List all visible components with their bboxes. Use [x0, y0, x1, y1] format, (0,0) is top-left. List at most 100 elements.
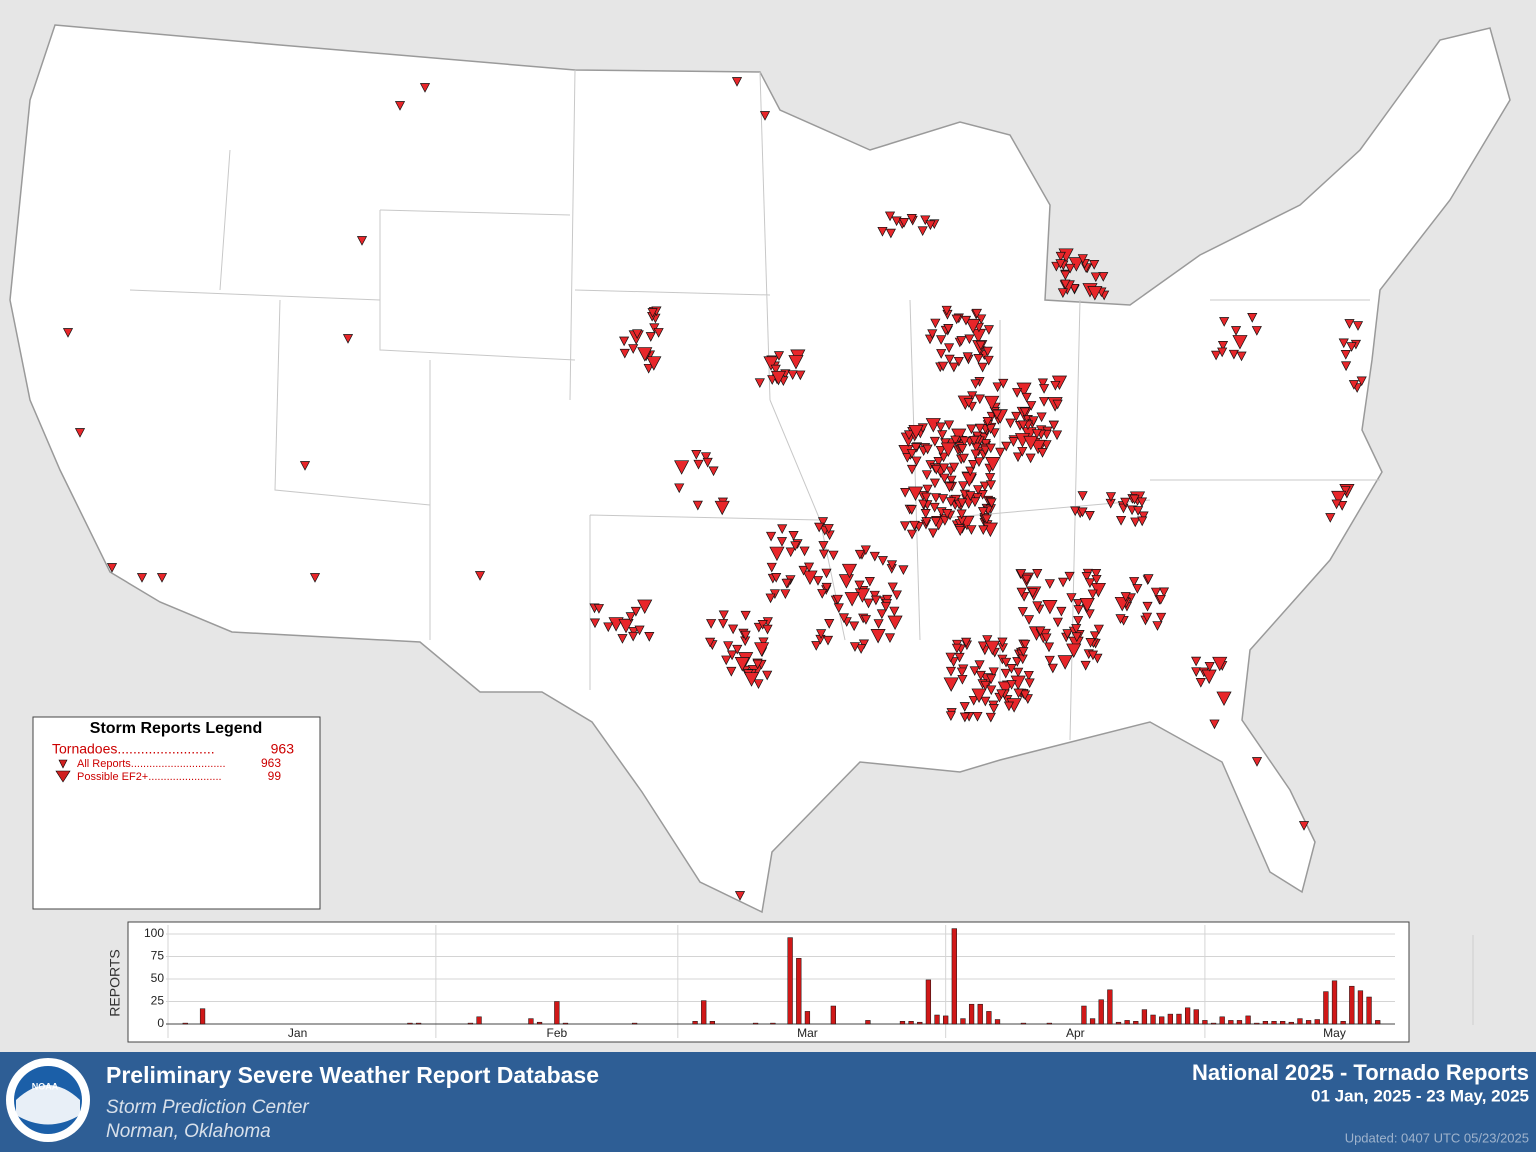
tornado-marker [1217, 347, 1228, 358]
tornado-marker [1150, 587, 1162, 598]
tornado-marker [970, 449, 981, 460]
tornado-marker [1043, 642, 1055, 653]
tornado-marker [1230, 326, 1242, 336]
bar [1176, 1013, 1182, 1025]
tornado-marker [589, 618, 601, 629]
tornado-marker [986, 674, 997, 685]
tornado-marker [944, 354, 955, 365]
tornado-marker [1042, 600, 1058, 615]
tornado-marker [863, 598, 874, 609]
tornado-marker [628, 344, 639, 354]
bar [562, 1022, 569, 1025]
tornado-marker [762, 670, 773, 681]
tornado-marker [753, 679, 764, 689]
tornado-marker [644, 632, 655, 642]
bar [1314, 1019, 1320, 1025]
tornado-marker [942, 509, 953, 519]
tornado-marker [1232, 335, 1248, 350]
tornado-marker [956, 509, 967, 520]
tornado-marker [1115, 614, 1126, 624]
tornado-marker [811, 641, 822, 651]
tornado-marker [646, 356, 662, 371]
tornado-marker [1155, 594, 1166, 605]
tornado-marker [939, 473, 950, 484]
tornado-marker [136, 573, 148, 583]
tornado-marker [1338, 338, 1349, 349]
bar [1340, 1021, 1346, 1025]
bar [1107, 989, 1113, 1025]
tornado-marker [814, 522, 825, 533]
tornado-marker [978, 525, 989, 536]
tornado-marker [945, 711, 956, 722]
tornado-marker [985, 443, 996, 454]
tornado-marker [980, 445, 991, 456]
bar [1280, 1021, 1286, 1025]
tornado-marker [1021, 574, 1032, 585]
tornado-marker [968, 695, 979, 706]
tornado-marker [1000, 668, 1011, 679]
tornado-marker [838, 574, 854, 589]
legend-icon [55, 770, 71, 783]
bar [986, 1011, 992, 1025]
tornado-marker [823, 524, 834, 534]
tornado-marker [754, 642, 770, 657]
tornado-marker [740, 610, 751, 621]
tornado-marker [822, 635, 834, 646]
legend-box [32, 716, 321, 910]
tornado-marker [771, 572, 782, 583]
tornado-marker [969, 435, 980, 446]
tornado-marker [902, 453, 913, 463]
bar [1133, 1021, 1139, 1025]
tornado-marker [803, 562, 815, 573]
tornado-marker [1089, 631, 1101, 642]
legend-label: Possible EF2+........................ [77, 771, 222, 783]
tornado-marker [474, 571, 486, 581]
tornado-marker [726, 666, 737, 677]
tornado-marker [356, 236, 368, 246]
bar [182, 1022, 188, 1025]
tornado-marker [968, 460, 979, 470]
tornado-marker [1031, 429, 1043, 439]
legend-label: All Reports.............................… [77, 758, 226, 770]
tornado-marker [849, 621, 860, 632]
bar [770, 1022, 776, 1025]
tornado-marker [921, 492, 932, 503]
tornado-marker [1141, 612, 1153, 623]
tornado-marker [1012, 452, 1024, 463]
bar [1331, 980, 1338, 1025]
bar [199, 1008, 206, 1025]
tornado-marker [776, 537, 788, 547]
tornado-marker [971, 688, 987, 703]
tornado-marker [773, 351, 785, 361]
tornado-marker [992, 382, 1003, 393]
tornado-marker [1130, 517, 1141, 528]
tornado-marker [985, 457, 1001, 472]
tornado-marker [1032, 601, 1043, 612]
tornado-marker [1325, 513, 1336, 523]
tornado-marker [972, 711, 983, 722]
tornado-marker [972, 485, 984, 495]
tornado-marker [1044, 655, 1055, 666]
footer-location: Norman, Oklahoma [106, 1121, 271, 1142]
tornado-marker [909, 520, 920, 531]
tornado-marker [844, 592, 860, 607]
tornado-marker [628, 627, 639, 637]
tornado-marker [938, 463, 950, 474]
bar [1323, 991, 1329, 1025]
tornado-marker [900, 488, 911, 498]
tornado-marker [910, 443, 922, 453]
tornado-marker [1236, 351, 1247, 362]
bar [752, 1022, 759, 1025]
tornado-marker [1090, 272, 1101, 283]
bar [804, 1011, 811, 1025]
tornado-marker [1348, 380, 1359, 390]
bar [943, 1015, 949, 1025]
bar [830, 1005, 836, 1025]
tornado-marker [898, 218, 910, 228]
bar [1349, 985, 1355, 1025]
tornado-marker [419, 83, 431, 93]
tornado-marker [1356, 376, 1367, 387]
tornado-marker [723, 641, 734, 651]
tornado-marker [628, 631, 639, 642]
tornado-marker [718, 619, 729, 629]
